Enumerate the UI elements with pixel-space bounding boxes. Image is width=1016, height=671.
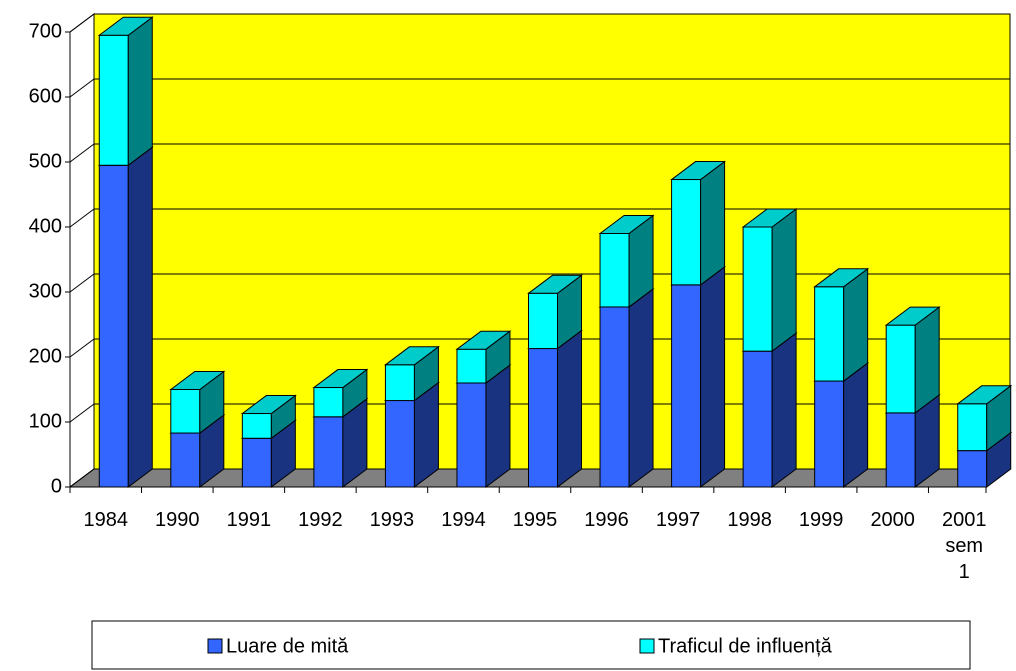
x-tick-label: 1990 — [155, 509, 200, 531]
y-tick-label: 500 — [29, 150, 62, 172]
x-tick-label: 1996 — [584, 509, 629, 531]
bar-segment — [957, 403, 988, 452]
bar-segment — [599, 306, 630, 488]
bar-segment — [241, 413, 272, 439]
bar-top — [97, 16, 154, 36]
bar-segment — [599, 233, 630, 308]
bar-top — [741, 208, 798, 228]
bar-segment — [98, 34, 129, 166]
bar-segment — [528, 292, 558, 350]
bar-segment — [957, 450, 988, 488]
x-tick-label: 1997 — [655, 509, 701, 531]
x-tick-label: 1999 — [798, 509, 844, 531]
grid-line — [69, 78, 95, 98]
bar-segment — [742, 350, 773, 488]
bar-side — [628, 287, 654, 488]
y-tick-label: 700 — [29, 20, 62, 42]
bar-side — [843, 362, 869, 488]
x-tick-label: 1984 — [83, 509, 129, 531]
bar-segment — [384, 400, 415, 488]
bar-segment — [98, 164, 129, 488]
legend-label: Luare de mită — [226, 635, 349, 657]
y-tick-label: 200 — [29, 345, 62, 367]
bar-side — [557, 329, 582, 488]
bar-segment — [671, 284, 702, 488]
bar-segment — [313, 387, 344, 418]
bar-top — [527, 274, 583, 294]
bar-segment — [384, 364, 415, 402]
bar-segment — [456, 348, 487, 384]
grid-line — [69, 143, 95, 163]
bar-side — [700, 265, 726, 488]
grid-line — [69, 403, 95, 423]
bar-side — [127, 146, 153, 488]
bar-segment — [814, 380, 845, 488]
x-tick-label: 1994 — [441, 509, 486, 531]
legend-swatch — [639, 638, 655, 654]
bar-side — [771, 208, 797, 353]
bar-segment — [814, 286, 845, 382]
y-tick-label: 600 — [29, 85, 62, 107]
x-tick-label: 1993 — [369, 509, 415, 531]
left-wall — [69, 13, 95, 488]
x-tick-label: 2000 — [870, 509, 915, 531]
grid-line — [69, 13, 95, 33]
bar-top — [598, 215, 655, 234]
bar-top — [312, 369, 369, 389]
bar-top — [383, 346, 440, 366]
bar-segment — [885, 324, 916, 414]
bar-segment — [313, 416, 344, 488]
bar-segment — [742, 226, 773, 352]
bar-segment — [671, 179, 702, 286]
grid-line — [69, 468, 95, 488]
bar-segment — [170, 389, 201, 434]
bar-segment — [885, 412, 916, 488]
x-tick-label: 1991 — [226, 509, 272, 531]
bar-top — [813, 268, 870, 288]
bar-side — [700, 160, 726, 286]
y-tick-label: 0 — [51, 475, 62, 497]
x-tick-label: 1995 — [512, 509, 558, 531]
bar-top — [169, 371, 226, 390]
bar-top — [240, 395, 297, 415]
bar-side — [771, 332, 797, 488]
bar-side — [485, 364, 511, 488]
y-tick-label: 100 — [29, 410, 62, 432]
bar-side — [843, 267, 869, 383]
bar-top — [884, 306, 941, 326]
bar-segment — [528, 348, 558, 488]
grid-line — [69, 273, 95, 293]
legend — [91, 620, 971, 670]
y-tick-label: 300 — [29, 280, 62, 302]
y-tick-label: 400 — [29, 215, 62, 237]
x-tick-label: 1992 — [298, 509, 343, 531]
legend-swatch — [207, 638, 223, 654]
grid-line — [69, 338, 95, 358]
bar-top — [956, 385, 1013, 405]
bar-segment — [170, 432, 201, 488]
bar-top — [455, 330, 512, 350]
grid-line — [69, 208, 95, 228]
bar-segment — [456, 382, 487, 488]
bar-side — [127, 16, 153, 167]
legend-label: Traficul de influență — [658, 635, 833, 657]
x-tick-label: 1998 — [727, 509, 772, 531]
bar-segment — [241, 437, 272, 488]
x-tick-label: 2001 sem 1 — [941, 509, 987, 583]
bar-top — [670, 161, 727, 181]
